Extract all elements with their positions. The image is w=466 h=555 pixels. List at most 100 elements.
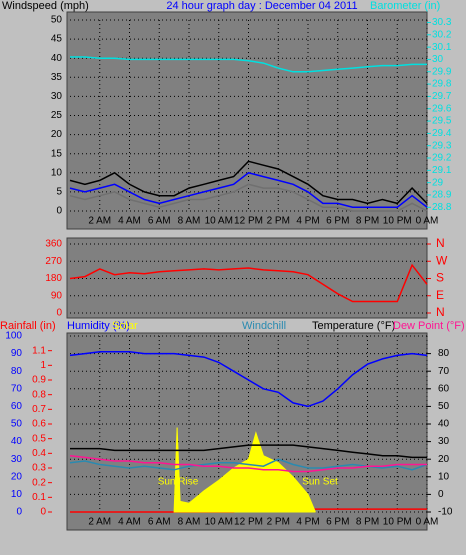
x-tick-label: 2 AM xyxy=(88,517,111,528)
y2-tick-label: 20 xyxy=(438,454,450,465)
x-tick-label: 6 AM xyxy=(148,517,171,528)
y2-tick-label: N xyxy=(436,236,445,250)
y-tick-label: 15 xyxy=(51,148,63,159)
y-tick-label: 80 xyxy=(11,366,23,377)
y2-tick-label: 30 xyxy=(432,54,444,65)
y2-tick-label: E xyxy=(436,288,444,302)
y2-tick-label: 30.1 xyxy=(432,42,452,53)
line xyxy=(69,454,427,473)
plot-area xyxy=(66,11,428,230)
area xyxy=(173,427,316,513)
y2-tick-label: 29.3 xyxy=(432,140,452,151)
x-tick-label: 8 PM xyxy=(356,517,379,528)
y2-tick-label: 29.2 xyxy=(432,153,452,164)
y-tick-label: 30 xyxy=(11,454,23,465)
y-tick-label: 40 xyxy=(51,53,63,64)
x-tick-label: 10 AM xyxy=(205,517,233,528)
x-tick-label: 12 PM xyxy=(234,216,263,227)
line xyxy=(69,183,428,212)
y2-tick-label: S xyxy=(436,271,444,285)
line xyxy=(70,444,427,459)
y2-tick-label: 29.1 xyxy=(432,165,452,176)
x-tick-label: 4 AM xyxy=(118,216,141,227)
y-tick-label: 40 xyxy=(11,436,23,447)
x-tick-label: 4 PM xyxy=(296,216,319,227)
y-tick-label: 20 xyxy=(11,471,23,482)
line xyxy=(69,351,428,408)
y2-tick-label: 30.2 xyxy=(432,29,452,40)
x-tick-label: 8 PM xyxy=(356,216,379,227)
y-tick-label: 0 xyxy=(16,507,22,518)
annotation: Sun Set xyxy=(302,477,338,488)
y-tick-label: 360 xyxy=(45,239,62,250)
y-tick-label: 45 xyxy=(51,34,63,45)
y2-tick-label: 10 xyxy=(438,471,450,482)
line xyxy=(69,171,428,208)
y-tick-label: 5 xyxy=(56,187,62,198)
y2-tick-label: 30.3 xyxy=(432,17,452,28)
legend-entry: Windchill xyxy=(242,320,286,332)
y3-tick-label: 0.8 xyxy=(32,389,46,400)
y-tick-label: 0 xyxy=(56,206,62,217)
y3-tick-label: 0.7 xyxy=(32,404,46,415)
y-tick-label: 10 xyxy=(51,167,63,178)
x-tick-label: 10 PM xyxy=(383,517,412,528)
x-tick-label: 0 AM xyxy=(416,517,439,528)
y-tick-label: 90 xyxy=(11,348,23,359)
y3-tick-label: 0.2 xyxy=(32,477,46,488)
y3-tick-label: 1.1 xyxy=(32,345,46,356)
line xyxy=(69,263,428,303)
y2-tick-label: 29.5 xyxy=(432,116,452,127)
y3-tick-label: 1 xyxy=(40,360,46,371)
x-tick-label: 6 AM xyxy=(148,216,171,227)
chart-title: 24 hour graph day : December 04 2011 xyxy=(166,0,357,12)
line xyxy=(69,160,428,205)
x-tick-label: 6 PM xyxy=(326,517,349,528)
y3-tick-label: 0.1 xyxy=(32,492,46,503)
y2-tick-label: 70 xyxy=(438,366,450,377)
x-tick-label: 2 AM xyxy=(88,216,111,227)
y-axis-label: Windspeed (mph) xyxy=(2,0,89,12)
y2-tick-label: N xyxy=(436,305,445,319)
legend-entry: Rainfall (in) xyxy=(0,320,56,332)
y-tick-label: 270 xyxy=(45,256,62,267)
legend-entry: Dew Point (°F) xyxy=(393,320,465,332)
y2-tick-label: 50 xyxy=(438,401,450,412)
y2-tick-label: 80 xyxy=(438,348,450,359)
y-tick-label: 50 xyxy=(11,419,23,430)
x-tick-label: 4 AM xyxy=(118,517,141,528)
y2-tick-label: 30 xyxy=(438,436,450,447)
legend-entry: Humidity (%) xyxy=(67,320,130,332)
y3-tick-label: 0 xyxy=(40,507,46,518)
x-tick-label: 12 PM xyxy=(234,517,263,528)
x-tick-label: 0 AM xyxy=(416,216,439,227)
y-tick-label: 30 xyxy=(51,91,63,102)
y-tick-label: 35 xyxy=(51,72,63,83)
legend-entry: Temperature (°F) xyxy=(312,320,395,332)
y2-tick-label: 0 xyxy=(438,489,444,500)
y3-tick-label: 0.9 xyxy=(32,375,46,386)
y-tick-label: 60 xyxy=(11,401,23,412)
y2-tick-label: W xyxy=(436,253,448,267)
y2-tick-label: 29.6 xyxy=(432,103,452,114)
x-tick-label: 6 PM xyxy=(326,216,349,227)
y2-axis-label: Barometer (in) xyxy=(370,0,440,12)
y-tick-label: 100 xyxy=(5,331,22,342)
y2-tick-label: 29.4 xyxy=(432,128,452,139)
y-tick-label: 0 xyxy=(56,308,62,319)
x-tick-label: 2 PM xyxy=(267,517,290,528)
x-tick-label: 2 PM xyxy=(267,216,290,227)
y-tick-label: 20 xyxy=(51,129,63,140)
y-tick-label: 50 xyxy=(51,15,63,26)
y3-tick-label: 0.5 xyxy=(32,433,46,444)
x-tick-label: 10 PM xyxy=(383,216,412,227)
y-tick-label: 70 xyxy=(11,383,23,394)
line xyxy=(70,56,427,73)
y2-tick-label: 60 xyxy=(438,383,450,394)
y2-tick-label: 28.9 xyxy=(432,190,452,201)
y-tick-label: 90 xyxy=(51,290,63,301)
x-tick-label: 10 AM xyxy=(205,216,233,227)
y-tick-label: 25 xyxy=(51,110,63,121)
y3-tick-label: 0.3 xyxy=(32,463,46,474)
